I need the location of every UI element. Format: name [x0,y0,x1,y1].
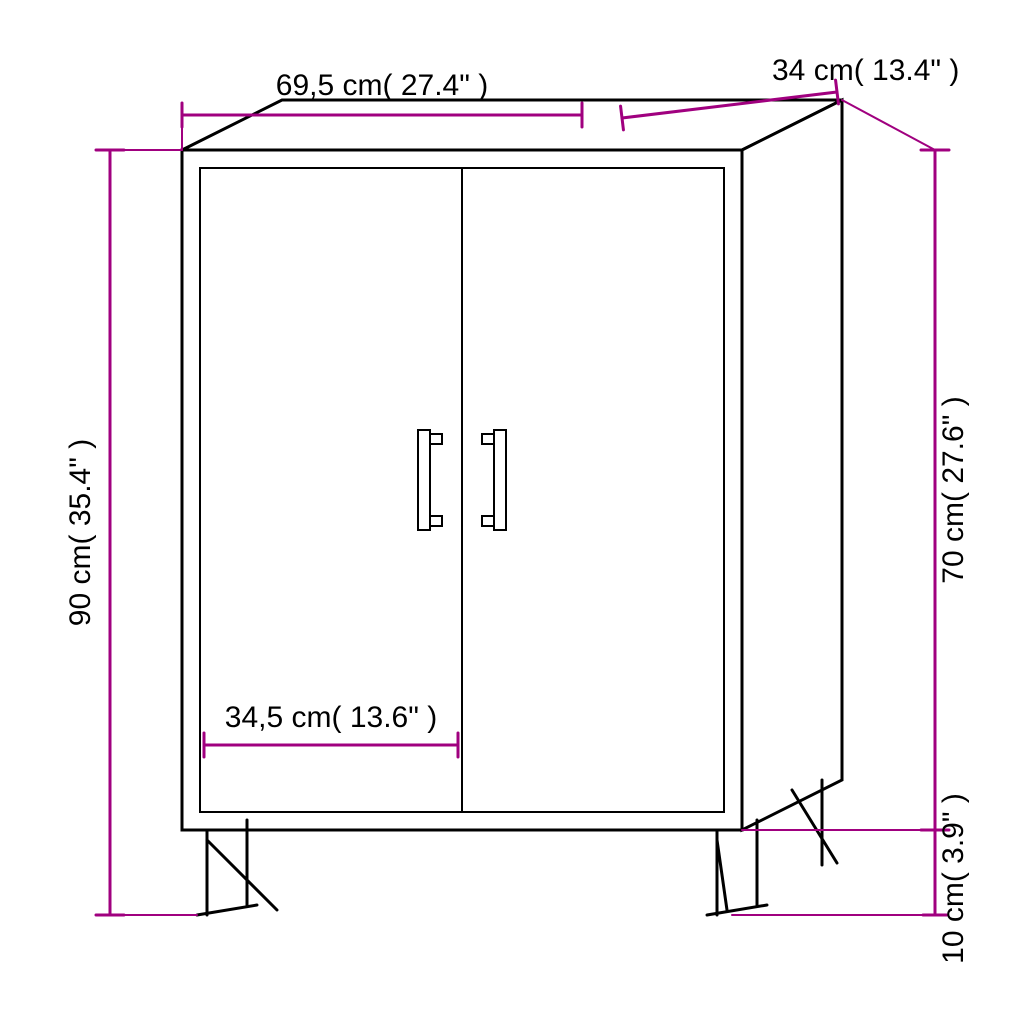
label-height: 90 cm( 35.4" ) [64,439,97,626]
cabinet [182,100,842,915]
label-leg-height: 10 cm( 3.9" ) [937,793,970,964]
label-width: 69,5 cm( 27.4" ) [276,69,488,102]
label-door-width: 34,5 cm( 13.6" ) [225,701,437,734]
dim-height [96,150,124,915]
label-depth: 34 cm( 13.4" ) [772,54,959,87]
cabinet-leg [707,820,767,915]
cabinet-leg [197,820,277,915]
label-door-height: 70 cm( 27.6" ) [937,396,970,583]
